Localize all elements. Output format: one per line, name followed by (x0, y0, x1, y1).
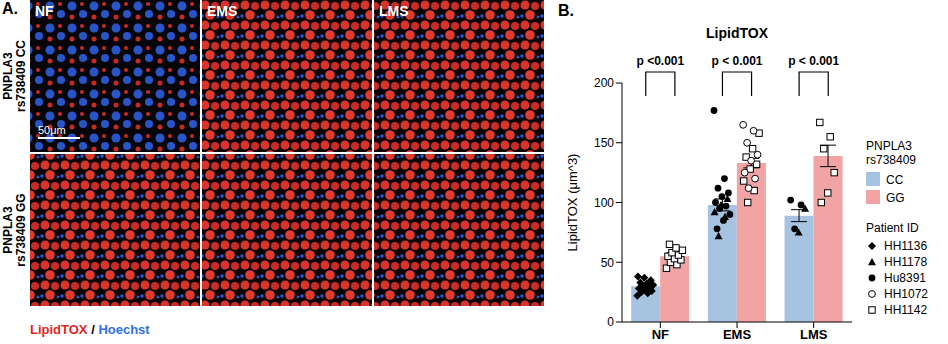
svg-text:LipidTOX (μm^3): LipidTOX (μm^3) (565, 154, 580, 252)
svg-text:HH1136: HH1136 (884, 239, 927, 253)
svg-text:EMS: EMS (723, 327, 752, 342)
svg-text:p < 0.001: p < 0.001 (711, 54, 762, 68)
svg-text:CC: CC (886, 173, 904, 187)
svg-text:HH1072: HH1072 (884, 287, 928, 301)
svg-text:50μm: 50μm (38, 124, 66, 136)
svg-text:B.: B. (558, 2, 574, 19)
svg-text:EMS: EMS (207, 3, 237, 19)
svg-text:PNPLA3: PNPLA3 (866, 139, 912, 153)
svg-text:PNPLA3rs738409 GG: PNPLA3rs738409 GG (1, 193, 28, 266)
svg-text:HH1142: HH1142 (884, 303, 927, 317)
svg-text:LMS: LMS (379, 3, 409, 19)
svg-text:150: 150 (594, 136, 614, 150)
svg-text:rs738409: rs738409 (866, 153, 916, 167)
svg-text:p <0.001: p <0.001 (636, 54, 684, 68)
svg-text:Hu8391: Hu8391 (884, 271, 926, 285)
svg-text:p < 0.001: p < 0.001 (788, 54, 839, 68)
svg-text:LipidTOX / Hoechst: LipidTOX / Hoechst (30, 322, 150, 337)
svg-text:100: 100 (594, 196, 614, 210)
svg-text:NF: NF (652, 327, 669, 342)
svg-text:PNPLA3rs738409 CC: PNPLA3rs738409 CC (1, 40, 28, 112)
svg-text:GG: GG (886, 191, 905, 205)
svg-text:Patient ID: Patient ID (866, 221, 919, 235)
svg-text:0: 0 (607, 315, 614, 329)
svg-text:LipidTOX: LipidTOX (706, 25, 769, 41)
svg-text:50: 50 (601, 256, 615, 270)
svg-text:LMS: LMS (800, 327, 828, 342)
svg-text:NF: NF (35, 3, 54, 19)
svg-text:200: 200 (594, 76, 614, 90)
svg-text:HH1178: HH1178 (884, 255, 927, 269)
svg-text:A.: A. (2, 0, 18, 17)
